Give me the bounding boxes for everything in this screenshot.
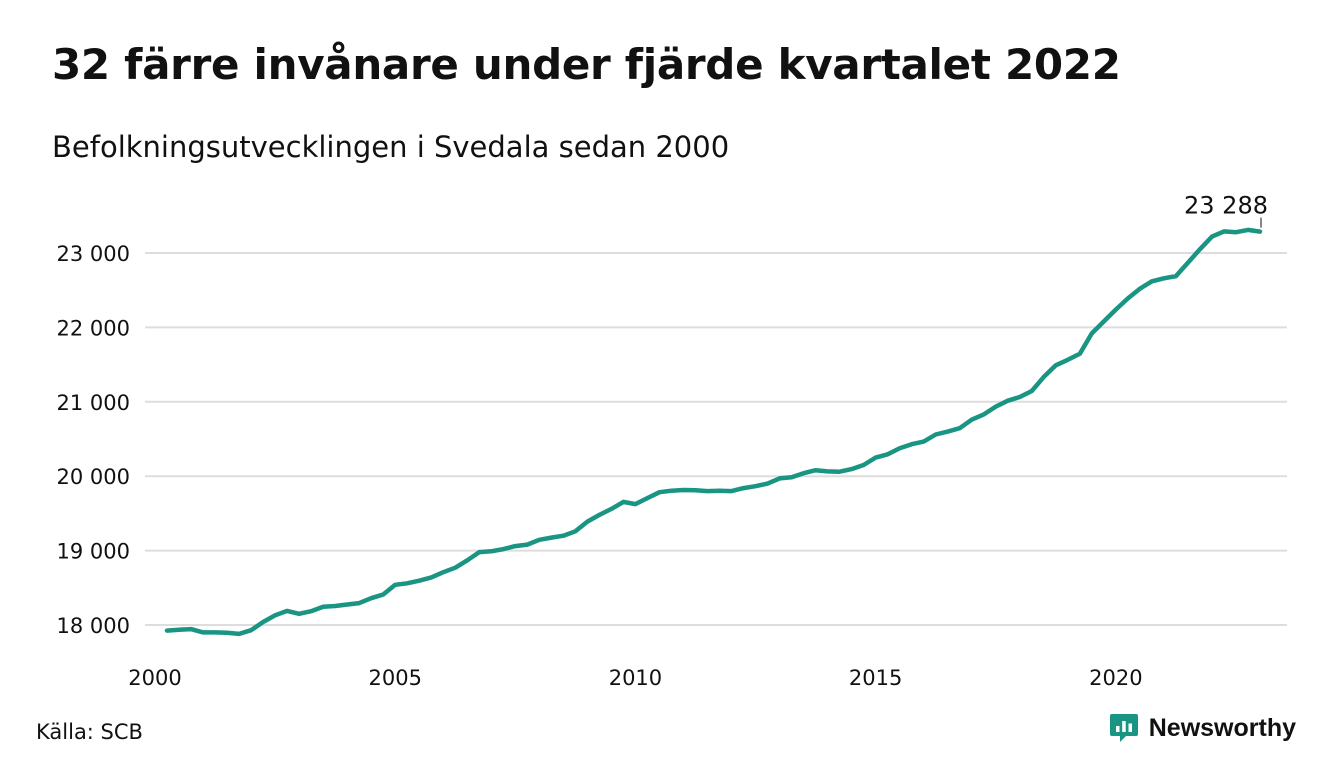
y-tick-label: 22 000	[57, 316, 130, 340]
chart-title: 32 färre invånare under fjärde kvartalet…	[52, 40, 1121, 89]
grid-lines	[145, 252, 1287, 626]
y-tick-label: 19 000	[57, 540, 130, 564]
annotations: 23 288	[1184, 192, 1268, 228]
series-line	[164, 227, 1263, 637]
newsworthy-logo-icon	[1109, 714, 1138, 742]
source-note: Källa: SCB	[36, 720, 143, 744]
y-tick-label: 21 000	[57, 391, 130, 415]
brand-name: Newsworthy	[1148, 713, 1296, 742]
x-tick-label: 2000	[128, 666, 181, 690]
chart-subtitle: Befolkningsutvecklingen i Svedala sedan …	[52, 130, 730, 164]
x-tick-label: 2005	[368, 666, 421, 690]
y-tick-label: 18 000	[57, 614, 130, 638]
brand-logo-link[interactable]: Newsworthy	[1109, 712, 1296, 744]
y-tick-label: 23 000	[57, 242, 130, 266]
x-axis-ticks: 2000 2005 2010 2015 2020	[128, 666, 1142, 690]
x-tick-label: 2010	[609, 666, 662, 690]
end-value-label: 23 288	[1184, 192, 1268, 220]
x-tick-label: 2020	[1089, 666, 1142, 690]
series-layer	[164, 227, 1263, 637]
x-tick-label: 2015	[849, 666, 902, 690]
y-tick-label: 20 000	[57, 465, 130, 489]
y-axis-ticks: 18 000 19 000 20 000 21 000 22 000 23 000	[57, 242, 130, 638]
